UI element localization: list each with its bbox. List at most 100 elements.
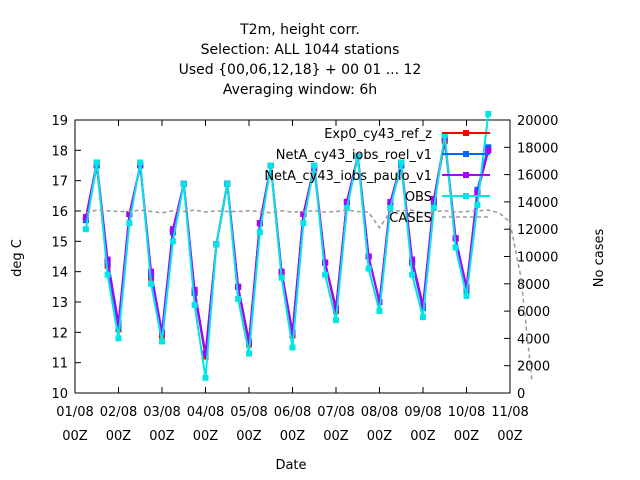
data-point — [267, 162, 274, 169]
x-axis-label: Date — [275, 458, 306, 473]
legend-marker — [463, 130, 469, 136]
data-point — [300, 220, 307, 227]
y2-tick-label: 16000 — [517, 169, 558, 184]
title-line-2: Selection: ALL 1044 stations — [201, 42, 400, 58]
data-point — [474, 189, 481, 196]
data-point — [420, 302, 426, 309]
y-tick-label: 18 — [51, 144, 68, 159]
y-tick-label: 15 — [51, 235, 68, 250]
data-point — [104, 271, 111, 278]
data-point — [202, 353, 209, 360]
legend-marker — [463, 172, 469, 178]
y-tick-label: 10 — [51, 387, 68, 402]
data-point — [256, 229, 263, 236]
data-point — [430, 195, 437, 202]
x-tick-date: 10/08 — [448, 405, 485, 420]
x-tick-date: 05/08 — [230, 405, 267, 420]
y2-tick-label: 20000 — [517, 114, 558, 129]
data-point — [93, 159, 100, 166]
x-tick-date: 01/08 — [56, 405, 93, 420]
data-point — [365, 265, 372, 272]
data-point — [246, 350, 252, 357]
legend-label: CASES — [389, 211, 432, 226]
data-point — [115, 320, 122, 327]
series-cases — [85, 209, 533, 380]
data-point — [126, 220, 133, 227]
data-point — [300, 211, 307, 218]
y2-axis-label: No cases — [592, 229, 607, 288]
data-point — [387, 198, 394, 205]
legend-label: Exp0_cy43_ref_z — [324, 127, 432, 142]
legend-marker — [463, 151, 469, 157]
y2-tick-label: 2000 — [517, 360, 550, 375]
chart-title: T2m, height corr. Selection: ALL 1044 st… — [179, 22, 422, 98]
y-tick-label: 13 — [51, 296, 68, 311]
x-tick-hour: 00Z — [149, 429, 175, 444]
y2-tick-label: 4000 — [517, 332, 550, 347]
data-point — [235, 295, 242, 302]
x-tick-date: 08/08 — [361, 405, 398, 420]
x-tick-hour: 00Z — [454, 429, 480, 444]
data-point — [224, 180, 231, 187]
legend-marker — [463, 193, 469, 199]
data-point — [409, 256, 416, 263]
title-line-3: Used {00,06,12,18} + 00 01 ... 12 — [179, 62, 422, 78]
series-line — [84, 113, 490, 378]
legend-item: NetA_cy43_iobs_paulo_v1 — [264, 169, 490, 184]
series-line — [85, 209, 533, 380]
legend-item: OBS — [405, 190, 490, 205]
x-tick-hour: 00Z — [410, 429, 436, 444]
data-point — [202, 374, 209, 381]
data-point — [278, 274, 285, 281]
data-point — [463, 283, 470, 290]
y2-tick-label: 8000 — [517, 278, 550, 293]
y2-tick-label: 12000 — [517, 223, 558, 238]
legend: Exp0_cy43_ref_z NetA_cy43_iobs_roel_v1 Net… — [264, 127, 490, 226]
data-point — [115, 335, 122, 342]
data-point — [180, 180, 187, 187]
legend-item: NetA_cy43_iobs_roel_v1 — [276, 148, 490, 163]
data-point — [441, 132, 448, 139]
legend-item: CASES — [389, 211, 490, 226]
data-point — [104, 256, 111, 263]
y2-tick-label: 10000 — [517, 251, 558, 266]
data-point — [365, 253, 372, 260]
title-line-4: Averaging window: 6h — [223, 82, 377, 98]
data-point — [376, 308, 383, 315]
x-tick-date: 04/08 — [187, 405, 224, 420]
legend-label: NetA_cy43_iobs_paulo_v1 — [264, 169, 432, 184]
y-tick-label: 17 — [51, 175, 68, 190]
data-point — [169, 226, 176, 233]
y2-tick-label: 14000 — [517, 196, 558, 211]
legend-item: Exp0_cy43_ref_z — [324, 127, 490, 142]
legend-label: NetA_cy43_iobs_roel_v1 — [276, 148, 432, 163]
data-point — [137, 159, 144, 166]
title-line-1: T2m, height corr. — [239, 22, 360, 38]
x-tick-hour: 00Z — [236, 429, 262, 444]
data-point — [387, 204, 394, 211]
data-point — [322, 271, 329, 278]
data-point — [289, 344, 296, 351]
legend-label: OBS — [405, 190, 432, 205]
x-tick-hour: 00Z — [193, 429, 219, 444]
data-point — [322, 259, 329, 266]
data-point — [213, 241, 220, 248]
x-tick-date: 11/08 — [491, 405, 528, 420]
y-tick-label: 11 — [51, 357, 68, 372]
data-point — [452, 244, 459, 251]
x-tick-hour: 00Z — [106, 429, 132, 444]
data-point — [191, 286, 198, 293]
data-point — [82, 226, 89, 233]
x-tick-date: 07/08 — [317, 405, 354, 420]
series-obs — [82, 110, 492, 381]
y-tick-label: 14 — [51, 266, 68, 281]
y2-tick-label: 0 — [517, 387, 525, 402]
data-point — [398, 159, 405, 166]
x-tick-date: 03/08 — [143, 405, 180, 420]
data-point — [82, 214, 89, 221]
x-tick-hour: 00Z — [497, 429, 523, 444]
data-point — [115, 323, 122, 330]
data-point — [485, 110, 492, 117]
